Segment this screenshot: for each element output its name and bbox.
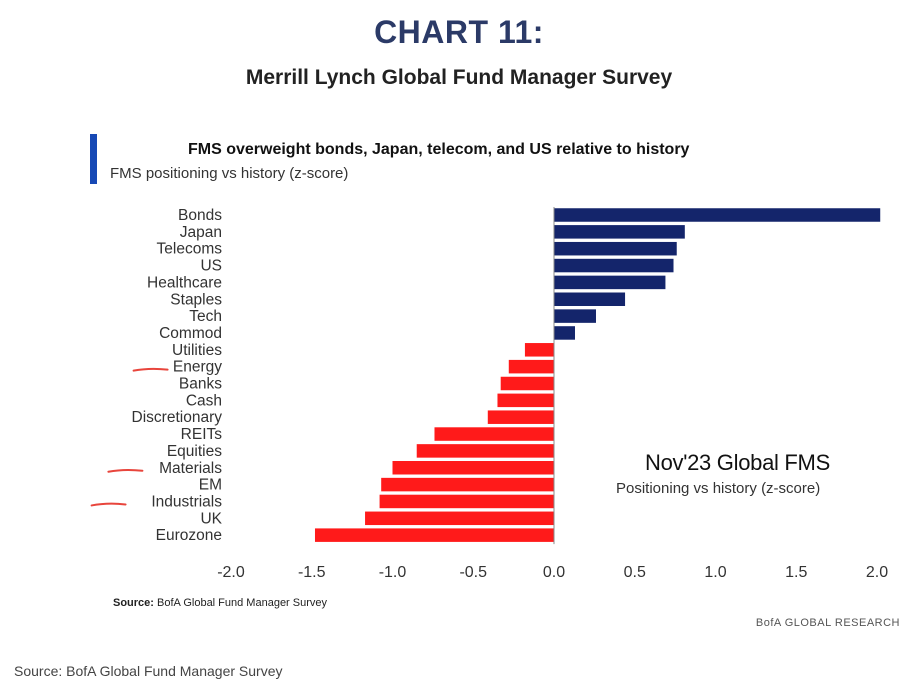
brand-label: BofA GLOBAL RESEARCH — [755, 617, 900, 629]
bar-discretionary — [487, 410, 554, 424]
category-label: Equities — [167, 443, 222, 460]
bar-staples — [554, 292, 626, 306]
bar-reits — [434, 427, 554, 441]
source-text: BofA Global Fund Manager Survey — [157, 597, 328, 609]
bar-em — [381, 477, 554, 492]
page-source: Source: BofA Global Fund Manager Survey — [14, 663, 283, 679]
bar-eurozone — [314, 528, 554, 542]
category-label: Eurozone — [156, 527, 222, 544]
source-label: Source: — [113, 597, 154, 609]
bar-industrials — [379, 494, 554, 509]
x-tick-label: 0.5 — [624, 564, 646, 581]
bar-bonds — [554, 208, 881, 222]
category-label: Banks — [179, 376, 222, 393]
x-tick-label: -0.5 — [459, 564, 487, 581]
category-label: Healthcare — [147, 274, 222, 291]
inset-subtitle: Positioning vs history (z-score) — [616, 480, 821, 497]
panel-subtitle: FMS positioning vs history (z-score) — [110, 165, 349, 182]
inset-title: Nov'23 Global FMS — [645, 450, 830, 475]
bar-utilities — [524, 343, 554, 357]
chart-title: CHART 11: — [374, 14, 544, 50]
category-label: Industrials — [151, 493, 222, 510]
bar-materials — [392, 461, 554, 475]
bar-commod — [554, 326, 575, 340]
category-label: Staples — [170, 291, 222, 308]
category-label: US — [200, 258, 222, 275]
category-label: EM — [199, 477, 222, 494]
x-tick-label: -1.5 — [298, 564, 326, 581]
bar-uk — [365, 511, 554, 526]
bar-healthcare — [554, 275, 666, 290]
category-label: REITs — [181, 426, 223, 443]
annotation-mark — [132, 367, 169, 372]
x-tick-label: 2.0 — [866, 564, 888, 581]
x-tick-label: 0.0 — [543, 564, 565, 581]
category-label: Cash — [186, 392, 222, 409]
bar-telecoms — [554, 241, 677, 256]
accent-bar — [90, 134, 97, 184]
category-label: Bonds — [178, 207, 222, 224]
x-tick-label: 1.0 — [704, 564, 726, 581]
category-label: Materials — [159, 460, 222, 477]
annotation-mark — [107, 468, 144, 473]
category-label: Utilities — [172, 342, 222, 359]
bar-banks — [500, 376, 554, 391]
bar-energy — [508, 359, 554, 374]
chart-source: Source: BofA Global Fund Manager Survey — [113, 597, 327, 609]
chart-subtitle: Merrill Lynch Global Fund Manager Survey — [245, 66, 673, 89]
category-label: Tech — [189, 308, 222, 325]
category-label: Telecoms — [157, 241, 223, 258]
bar-cash — [497, 393, 554, 408]
category-label: Commod — [159, 325, 222, 342]
x-tick-label: 1.5 — [785, 564, 807, 581]
bar-equities — [416, 444, 554, 458]
panel-title: FMS overweight bonds, Japan, telecom, an… — [188, 141, 690, 158]
bar-japan — [554, 225, 685, 239]
bar-tech — [554, 309, 596, 323]
x-tick-label: -1.0 — [379, 564, 407, 581]
bar-us — [554, 258, 674, 273]
category-label: Discretionary — [132, 409, 223, 426]
category-label: Energy — [173, 359, 222, 376]
annotation-mark — [90, 502, 127, 507]
category-label: UK — [200, 510, 222, 527]
category-label: Japan — [180, 224, 222, 241]
x-tick-label: -2.0 — [217, 564, 245, 581]
